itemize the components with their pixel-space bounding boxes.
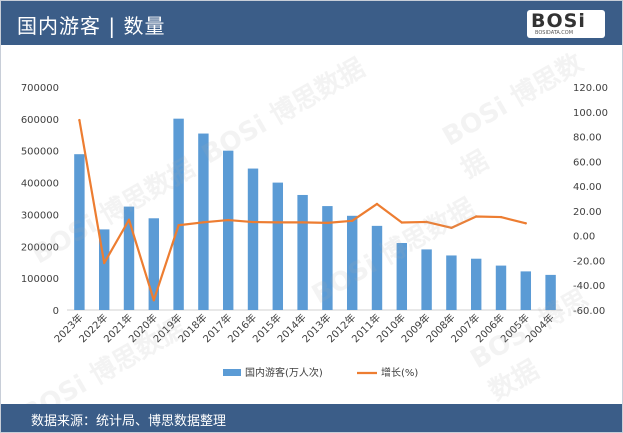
growth-point: [103, 261, 106, 265]
bar: [520, 271, 532, 310]
bar: [371, 225, 383, 310]
bar: [173, 118, 184, 310]
bar: [98, 229, 110, 310]
growth-point: [475, 215, 478, 218]
bar: [545, 274, 556, 310]
y-right-tick-label: 100.00: [573, 108, 608, 119]
page-title: 国内游客 | 数量: [17, 14, 166, 38]
header-bar: 国内游客 | 数量 BOSi BOSIDATA.COM: [1, 1, 622, 45]
growth-point: [375, 202, 379, 206]
bar: [148, 218, 160, 310]
y-left-tick-label: 200000: [21, 242, 59, 253]
growth-point: [127, 218, 131, 222]
y-right-tick-label: 20.00: [573, 207, 602, 218]
bar: [396, 243, 408, 310]
y-right-tick-label: 40.00: [573, 182, 602, 193]
y-left-tick-label: 100000: [21, 274, 59, 285]
combo-chart: 0 100000 200000 300000 400000 500000 600000 700…: [21, 83, 608, 379]
y-left-tick-label: 400000: [21, 179, 59, 190]
growth-point: [499, 215, 503, 219]
growth-point: [251, 220, 255, 224]
bar: [74, 154, 85, 310]
y-right-tick-label: 60.00: [573, 157, 602, 168]
y-left-tick-label: 0: [53, 306, 59, 317]
bar: [222, 150, 234, 310]
bar: [346, 215, 358, 310]
growth-point: [227, 218, 230, 222]
legend-label-line: 增长(%): [381, 366, 418, 379]
growth-point: [400, 221, 403, 224]
growth-point: [276, 221, 279, 224]
growth-point: [351, 219, 354, 222]
legend-swatch-bar: [223, 369, 241, 376]
logo-subtext: BOSIDATA.COM: [535, 30, 574, 36]
bar: [247, 168, 259, 310]
growth-point: [425, 220, 428, 224]
footer-bar: 数据来源：统计局、博思数据整理: [1, 404, 622, 432]
y-left-tick-label: 300000: [21, 210, 59, 221]
growth-point: [450, 226, 453, 230]
bar: [322, 206, 333, 310]
brand-logo: BOSi BOSIDATA.COM: [527, 10, 605, 38]
y-left-tick-label: 500000: [21, 147, 59, 158]
growth-point: [152, 299, 155, 302]
bar: [297, 194, 308, 310]
bar: [123, 206, 135, 310]
y-right-tick-label: 0.00: [573, 232, 595, 243]
y-right-tick-label: -40.00: [573, 281, 605, 292]
bar: [272, 182, 284, 310]
growth-point: [326, 221, 329, 225]
growth-point: [177, 224, 180, 227]
growth-point: [202, 221, 205, 224]
growth-point: [524, 222, 527, 225]
y-left-tick-label: 600000: [21, 115, 59, 126]
legend-label-bar: 国内游客(万人次): [245, 366, 323, 379]
y-right-tick-label: 80.00: [573, 133, 602, 144]
y-right-tick-label: -20.00: [573, 256, 605, 267]
growth-point: [78, 118, 81, 122]
bar: [470, 258, 482, 310]
bar: [495, 265, 507, 310]
logo-mark: BOSi: [531, 10, 586, 32]
data-source: 数据来源：统计局、博思数据整理: [31, 414, 227, 429]
bar: [421, 249, 432, 310]
bar: [446, 255, 457, 310]
y-left-tick-label: 700000: [21, 83, 59, 94]
growth-point: [301, 221, 304, 224]
y-right-tick-label: -60.00: [573, 306, 605, 317]
y-right-tick-label: 120.00: [573, 83, 608, 94]
